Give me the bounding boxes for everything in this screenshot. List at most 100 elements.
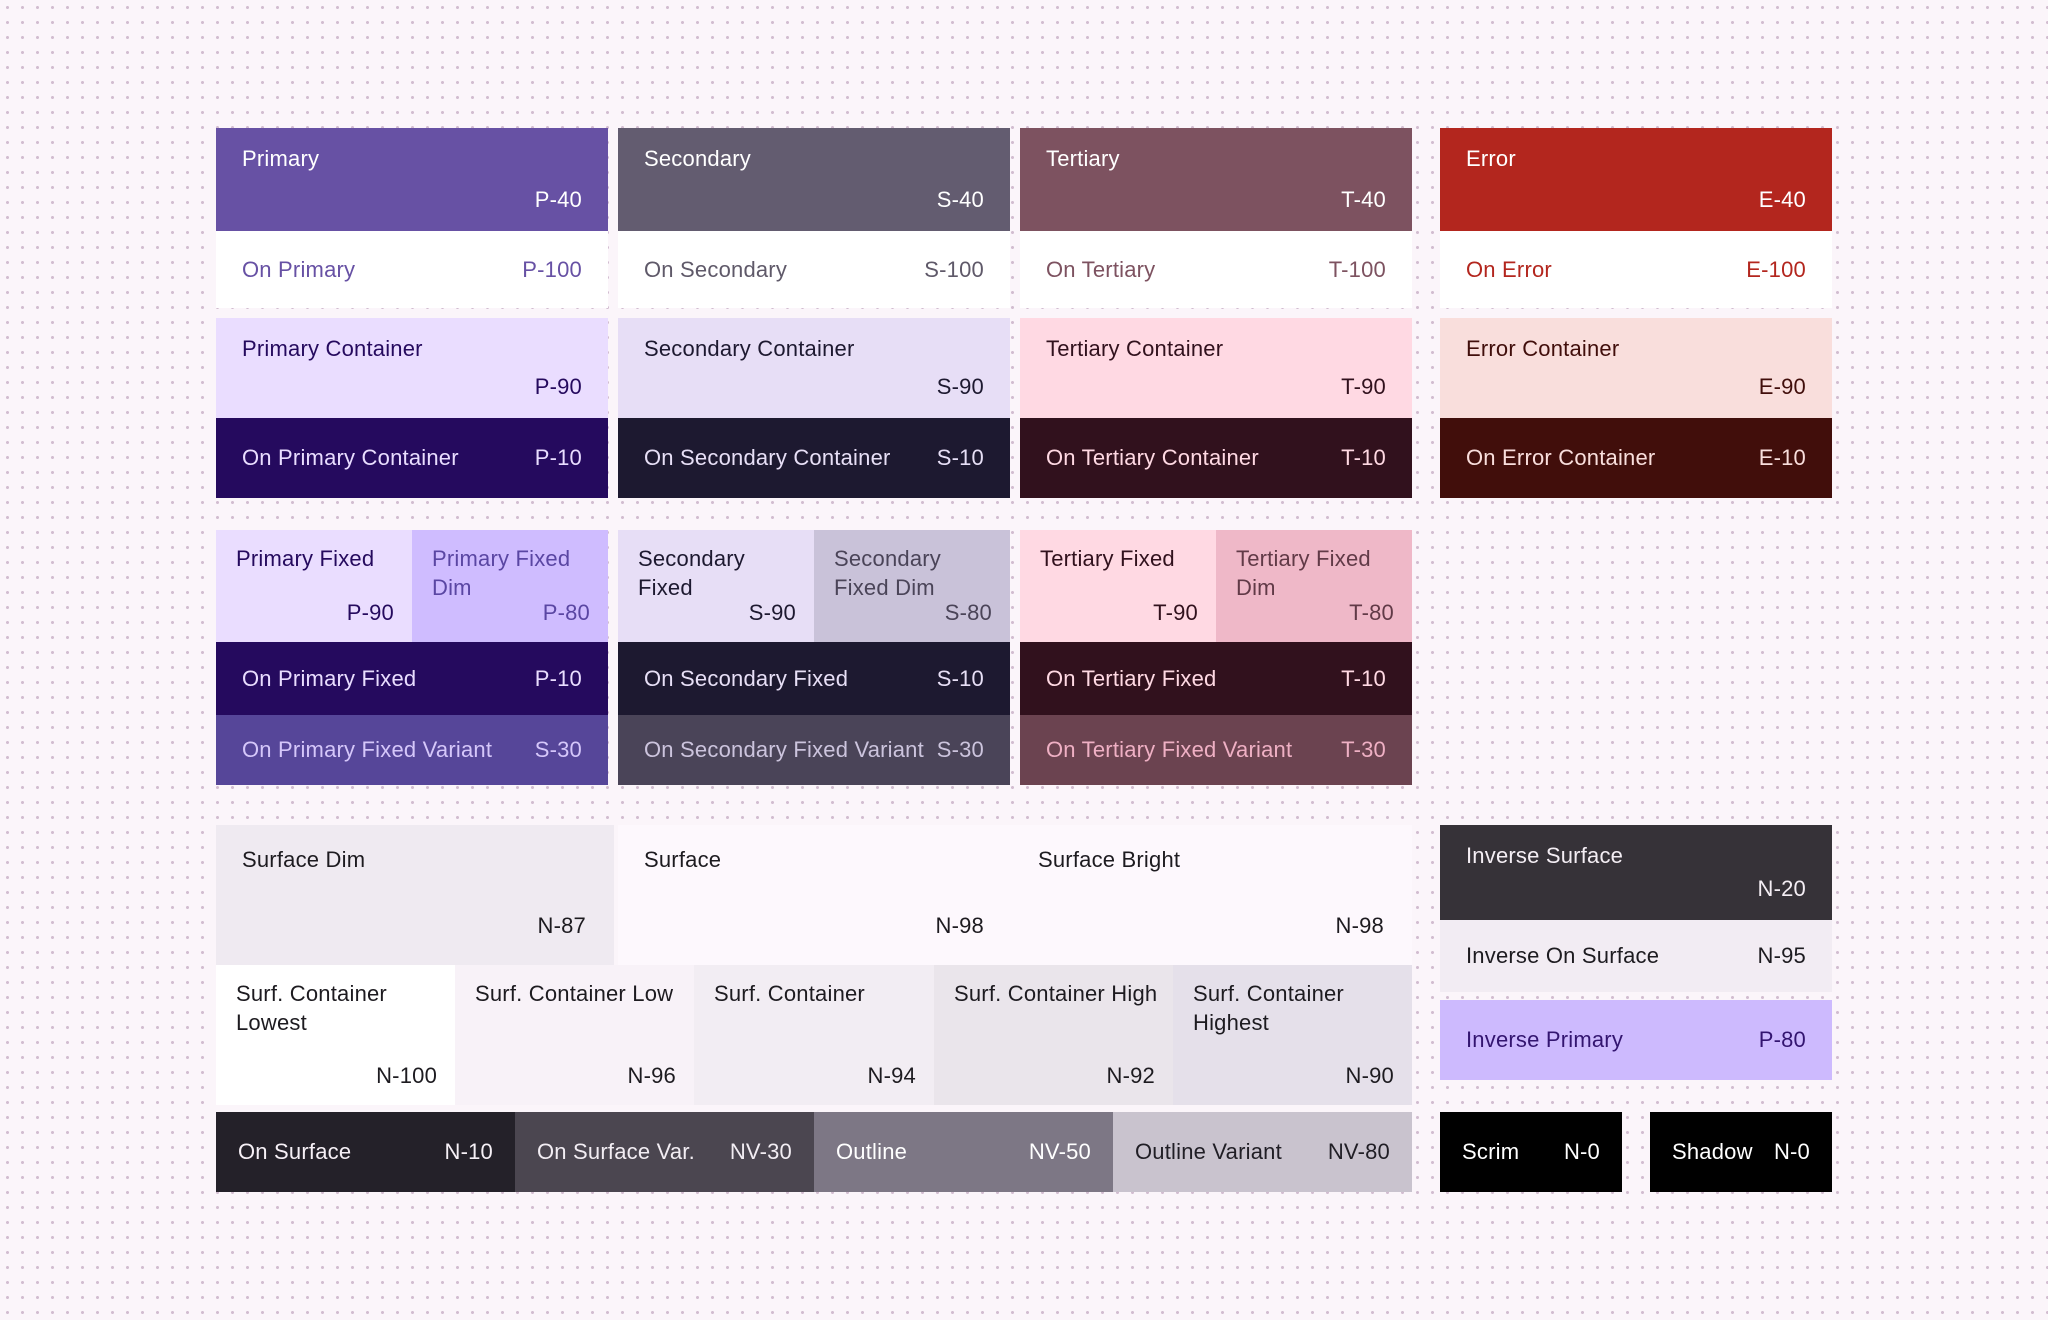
swatch-label: Secondary Fixed	[638, 546, 745, 601]
swatch-tone-value: S-30	[936, 737, 984, 762]
swatch-surface-container-low: Surf. Container Low N-96	[455, 965, 694, 1105]
swatch-label: Tertiary Fixed Dim	[1236, 546, 1371, 601]
swatch-secondary-container: Secondary Container S-90	[618, 318, 1010, 418]
swatch-surface-container-lowest: Surf. Container Lowest N-100	[216, 965, 455, 1105]
swatch-tone-value: P-40	[534, 187, 582, 212]
swatch-tone-value: N-100	[376, 1063, 437, 1088]
swatch-tone-value: P-90	[534, 374, 582, 399]
swatch-tertiary: Tertiary T-40	[1020, 128, 1412, 231]
swatch-label: Error	[1466, 146, 1516, 171]
swatch-label: Surface Bright	[1038, 847, 1181, 872]
swatch-tone-value: S-30	[534, 737, 582, 762]
swatch-label: Inverse On Surface	[1466, 943, 1660, 968]
swatch-tone-value: T-90	[1153, 600, 1198, 625]
swatch-label: Scrim	[1462, 1139, 1520, 1164]
swatch-tone-value: S-10	[936, 665, 984, 691]
swatch-label: Secondary	[644, 146, 751, 171]
swatch-tone-value: NV-30	[729, 1139, 792, 1164]
swatch-label: Tertiary Container	[1046, 336, 1224, 361]
swatch-tone-value: N-87	[537, 913, 586, 938]
swatch-tertiary-fixed-dim: Tertiary Fixed Dim T-80	[1216, 530, 1412, 642]
swatch-label: Error Container	[1466, 336, 1620, 361]
swatch-label: Surface	[644, 847, 722, 872]
swatch-label: Secondary Container	[644, 336, 855, 361]
swatch-label: On Error	[1466, 256, 1552, 282]
swatch-label: Surface Dim	[242, 847, 366, 872]
swatch-tone-value: NV-50	[1028, 1139, 1091, 1164]
swatch-tone-value: P-100	[522, 256, 582, 282]
swatch-on-secondary-container: On Secondary Container S-10	[618, 418, 1010, 498]
swatch-primary: Primary P-40	[216, 128, 608, 231]
swatch-tone-value: N-0	[1773, 1139, 1810, 1164]
swatch-label: On Primary	[242, 256, 356, 282]
swatch-tone-value: T-10	[1341, 665, 1386, 691]
swatch-tone-value: S-90	[748, 600, 796, 625]
swatch-label: Surf. Container High	[954, 981, 1158, 1006]
swatch-on-error: On Error E-100	[1440, 231, 1832, 308]
swatch-tone-value: S-40	[936, 187, 984, 212]
swatch-tone-value: S-90	[936, 374, 984, 399]
swatch-label: On Tertiary	[1046, 256, 1156, 282]
swatch-label: On Surface	[238, 1139, 352, 1164]
swatch-surface-container-high: Surf. Container High N-92	[934, 965, 1173, 1105]
swatch-label: On Secondary Fixed Variant	[644, 737, 924, 762]
swatch-tone-value: N-94	[867, 1063, 916, 1088]
swatch-tone-value: S-80	[944, 600, 992, 625]
swatch-on-tertiary-fixed: On Tertiary Fixed T-10	[1020, 642, 1412, 715]
swatch-on-secondary-fixed-variant: On Secondary Fixed Variant S-30	[618, 715, 1010, 785]
swatch-surface-container: Surf. Container N-94	[694, 965, 934, 1105]
swatch-on-tertiary-container: On Tertiary Container T-10	[1020, 418, 1412, 498]
swatch-label: On Surface Var.	[537, 1139, 695, 1164]
swatch-tone-value: P-10	[534, 665, 582, 691]
swatch-shadow: Shadow N-0	[1650, 1112, 1832, 1192]
swatch-on-primary-fixed-variant: On Primary Fixed Variant S-30	[216, 715, 608, 785]
swatch-label: On Primary Fixed	[242, 665, 417, 691]
swatch-label: On Tertiary Container	[1046, 445, 1259, 470]
swatch-tone-value: N-98	[935, 913, 984, 938]
swatch-tone-value: S-100	[924, 256, 984, 282]
swatch-surface-dim: Surface Dim N-87	[216, 825, 614, 965]
swatch-tertiary-container: Tertiary Container T-90	[1020, 318, 1412, 418]
swatch-label: Surf. Container Low	[475, 981, 674, 1006]
swatch-secondary: Secondary S-40	[618, 128, 1010, 231]
swatch-label: On Primary Container	[242, 445, 459, 470]
swatch-primary-fixed-dim: Primary Fixed Dim P-80	[412, 530, 608, 642]
swatch-on-primary-fixed: On Primary Fixed P-10	[216, 642, 608, 715]
swatch-on-tertiary-fixed-variant: On Tertiary Fixed Variant T-30	[1020, 715, 1412, 785]
swatch-primary-fixed: Primary Fixed P-90	[216, 530, 412, 642]
swatch-label: Inverse Primary	[1466, 1027, 1624, 1052]
swatch-label: On Tertiary Fixed Variant	[1046, 737, 1293, 762]
swatch-tone-value: NV-80	[1327, 1139, 1390, 1164]
swatch-tone-value: E-10	[1758, 445, 1806, 470]
swatch-tone-value: E-40	[1758, 187, 1806, 212]
swatch-primary-container: Primary Container P-90	[216, 318, 608, 418]
swatch-tone-value: P-80	[1758, 1027, 1806, 1052]
swatch-tone-value: E-100	[1746, 256, 1806, 282]
swatch-tone-value: T-90	[1341, 374, 1386, 399]
swatch-inverse-on-surface: Inverse On Surface N-95	[1440, 920, 1832, 992]
swatch-label: Tertiary Fixed	[1040, 546, 1175, 571]
swatch-on-secondary-fixed: On Secondary Fixed S-10	[618, 642, 1010, 715]
swatch-secondary-fixed: Secondary Fixed S-90	[618, 530, 814, 642]
swatch-label: Outline Variant	[1135, 1139, 1282, 1164]
swatch-tone-value: T-30	[1341, 737, 1386, 762]
swatch-tone-value: P-90	[346, 600, 394, 625]
swatch-error-container: Error Container E-90	[1440, 318, 1832, 418]
swatch-label: Inverse Surface	[1466, 843, 1624, 868]
swatch-tone-value: T-80	[1349, 600, 1394, 625]
swatch-surface: Surface N-98	[618, 825, 1012, 965]
swatch-tone-value: T-40	[1341, 187, 1386, 212]
swatch-inverse-surface: Inverse Surface N-20	[1440, 825, 1832, 920]
swatch-label: Primary	[242, 146, 320, 171]
swatch-tone-value: N-0	[1563, 1139, 1600, 1164]
swatch-secondary-fixed-dim: Secondary Fixed Dim S-80	[814, 530, 1010, 642]
swatch-label: Primary Fixed Dim	[432, 546, 571, 601]
swatch-outline: Outline NV-50	[814, 1112, 1113, 1192]
swatch-tone-value: T-100	[1328, 256, 1386, 282]
swatch-on-surface-variant: On Surface Var. NV-30	[515, 1112, 814, 1192]
swatch-tone-value: T-10	[1341, 445, 1386, 470]
swatch-on-error-container: On Error Container E-10	[1440, 418, 1832, 498]
swatch-tone-value: N-98	[1335, 913, 1384, 938]
swatch-on-primary-container: On Primary Container P-10	[216, 418, 608, 498]
swatch-tertiary-fixed: Tertiary Fixed T-90	[1020, 530, 1216, 642]
